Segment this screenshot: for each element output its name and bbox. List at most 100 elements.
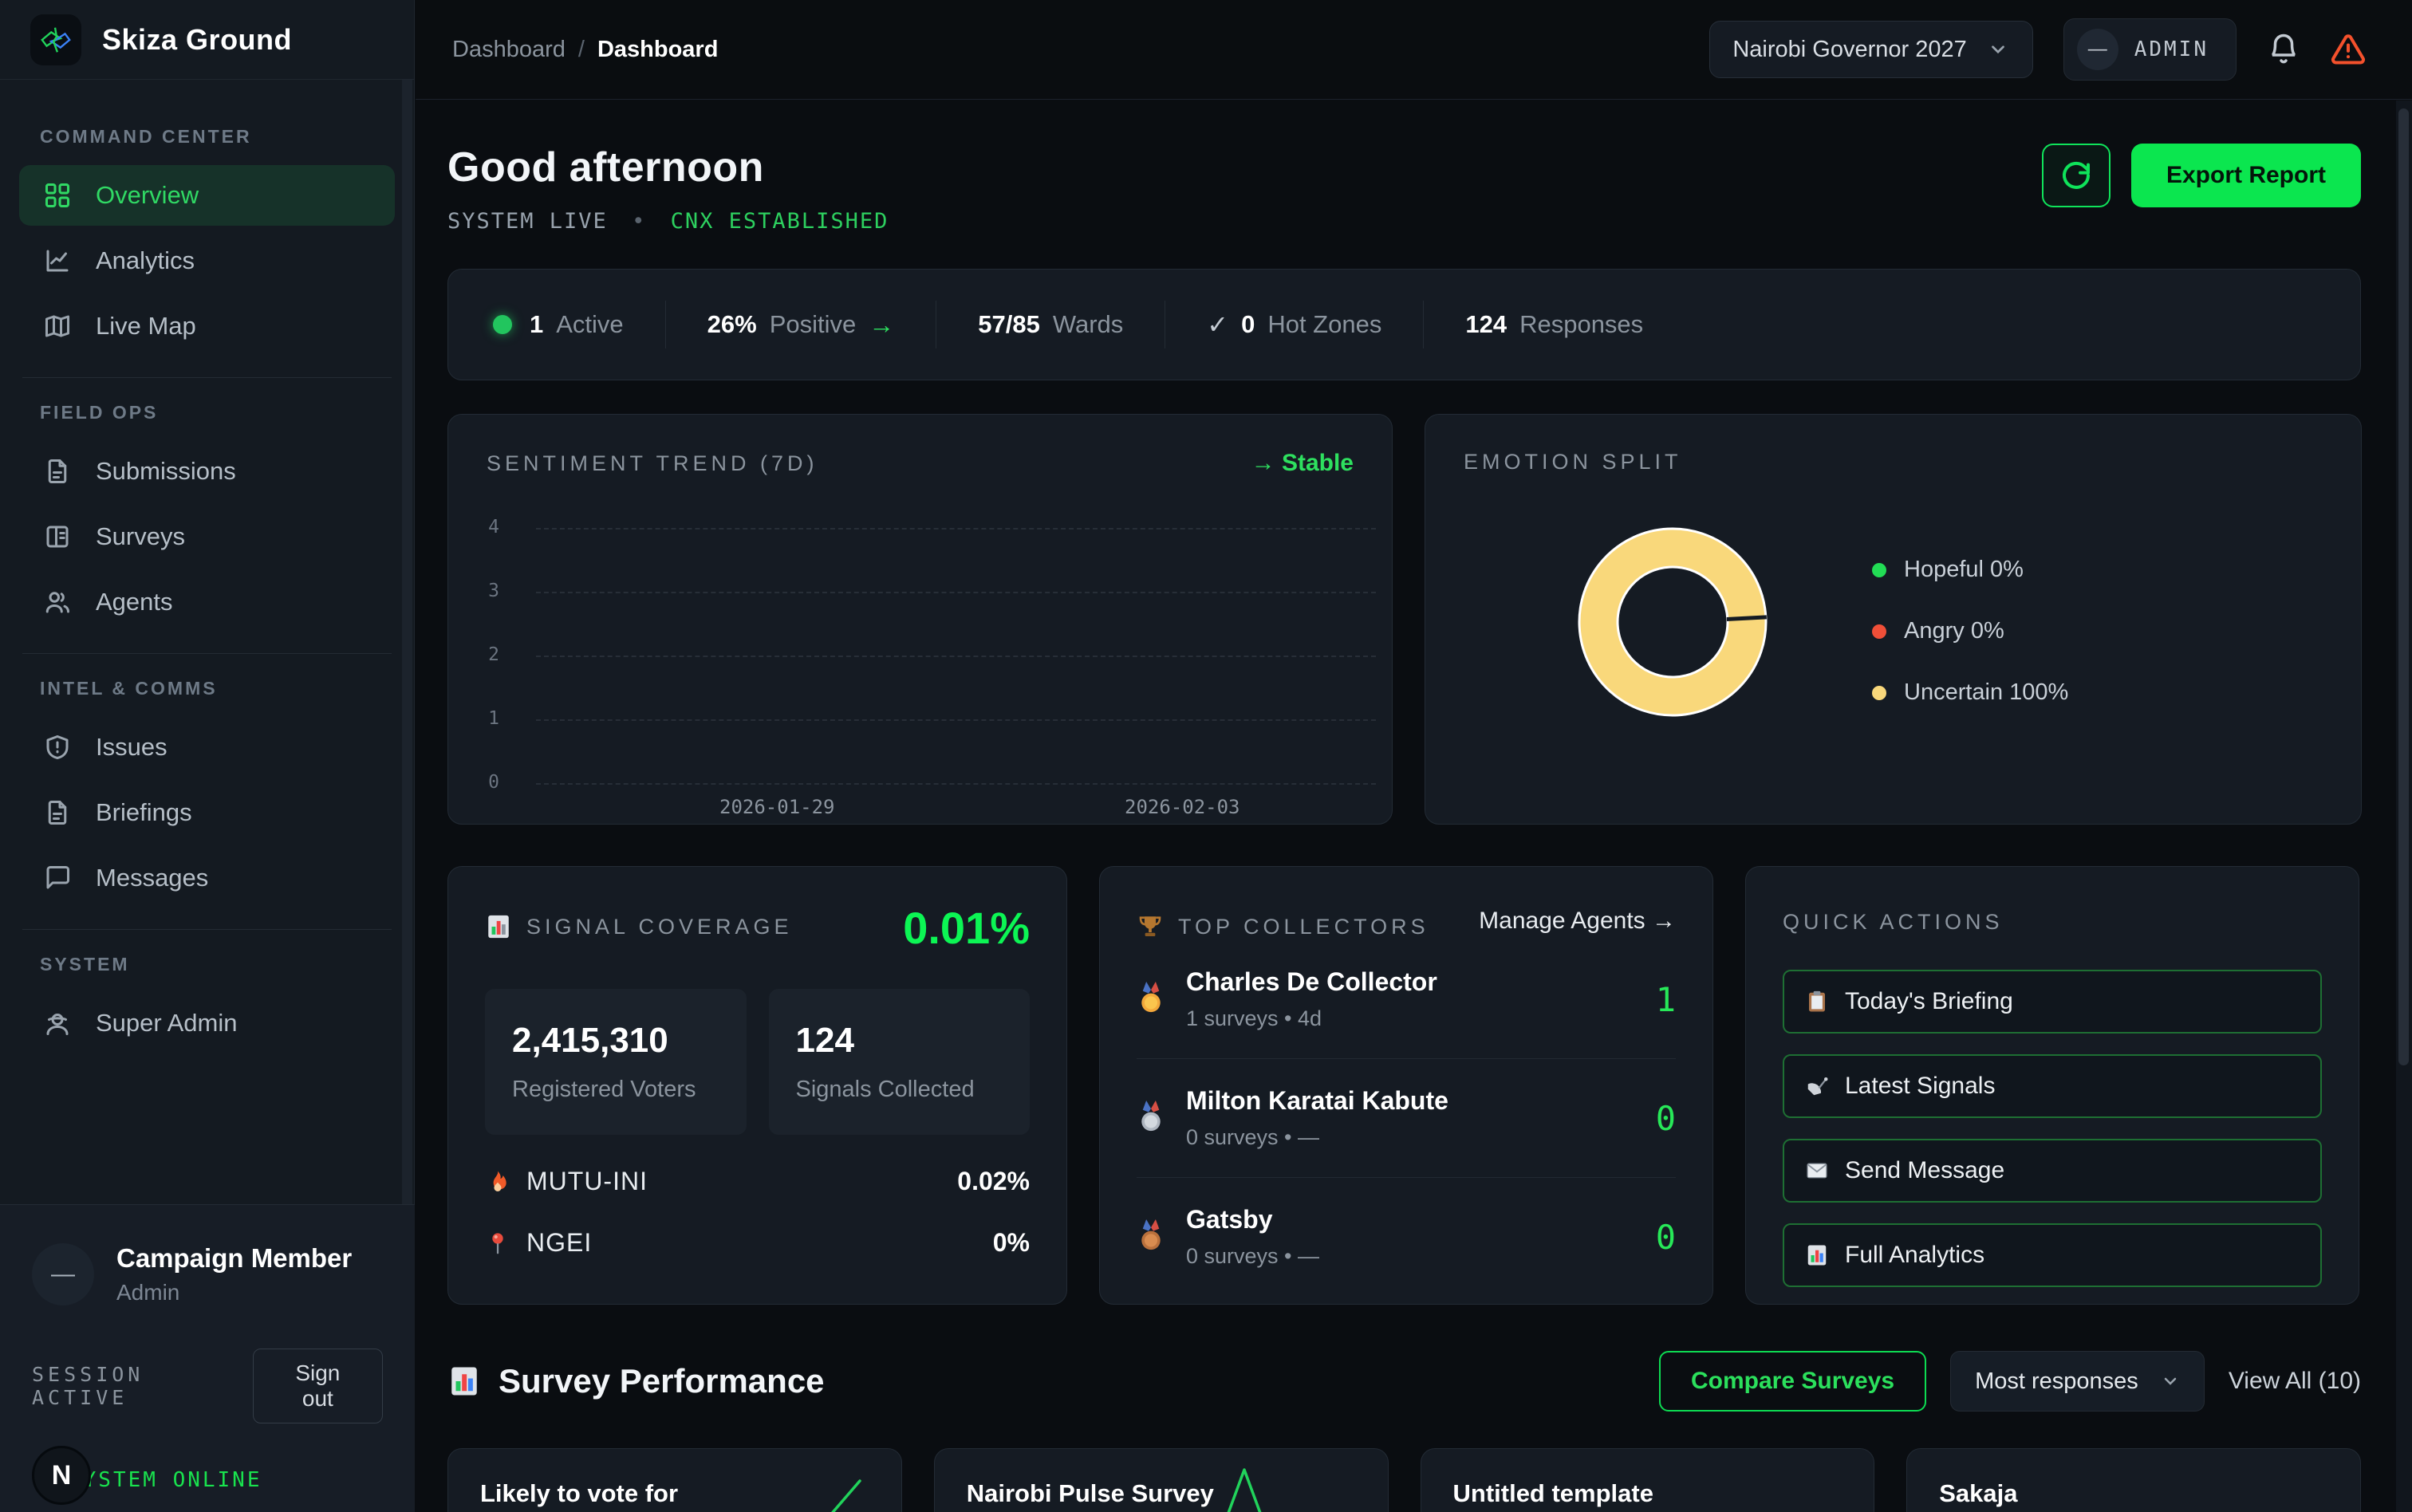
quick-actions-card: QUICK ACTIONS Today's Briefing Latest Si…: [1745, 866, 2359, 1305]
satellite-icon: [1807, 1077, 1828, 1096]
view-all-link[interactable]: View All (10): [2228, 1368, 2361, 1394]
registered-voters-box: 2,415,310 Registered Voters: [485, 989, 747, 1135]
signals-collected-box: 124 Signals Collected: [768, 989, 1030, 1135]
sign-out-button[interactable]: Sign out: [252, 1349, 383, 1423]
sidebar-item-super-admin[interactable]: Super Admin: [19, 993, 395, 1053]
refresh-button[interactable]: [2041, 144, 2110, 207]
top-collectors-title: TOP COLLECTORS: [1178, 914, 1429, 939]
sidebar-item-analytics[interactable]: Analytics: [19, 230, 395, 291]
sidebar-item-label: Live Map: [96, 312, 196, 340]
todays-briefing-button[interactable]: Today's Briefing: [1783, 970, 2322, 1034]
x-axis-tick: 2026-02-03: [1125, 796, 1240, 818]
sidebar-item-label: Surveys: [96, 522, 185, 550]
grid-icon: [45, 183, 69, 207]
chevron-down-icon: [2164, 1377, 2177, 1385]
sidebar-item-live-map[interactable]: Live Map: [19, 296, 395, 356]
send-message-button[interactable]: Send Message: [1783, 1139, 2322, 1203]
notifications-button[interactable]: [2267, 33, 2300, 66]
warning-triangle-icon: [2331, 34, 2365, 65]
trend-arrow-icon: →: [869, 309, 895, 339]
campaign-select-value: Nairobi Governor 2027: [1732, 36, 1967, 62]
signal-coverage-title: SIGNAL COVERAGE: [526, 914, 793, 939]
bronze-medal-icon: [1141, 1219, 1161, 1250]
sidebar-item-label: Analytics: [96, 246, 195, 274]
chat-icon: [46, 866, 69, 889]
legend-item-hopeful: Hopeful 0%: [1872, 557, 2068, 583]
sidebar-scrollbar[interactable]: [402, 80, 412, 1204]
session-status-label: SESSION ACTIVE: [32, 1363, 144, 1409]
quick-actions-title: QUICK ACTIONS: [1783, 910, 2004, 934]
survey-card-sakaja[interactable]: Sakaja: [1906, 1448, 2361, 1512]
main-scrollbar-thumb[interactable]: [2398, 108, 2409, 1065]
users-icon: [45, 592, 69, 613]
breadcrumb-separator: /: [577, 36, 585, 62]
gridline: [536, 719, 1376, 721]
user-name: Campaign Member: [116, 1243, 353, 1273]
survey-performance-header: Survey Performance Compare Surveys Most …: [447, 1351, 2361, 1412]
sidebar-item-submissions[interactable]: Submissions: [19, 441, 395, 502]
divider: [664, 301, 666, 348]
latest-signals-button[interactable]: Latest Signals: [1783, 1054, 2322, 1118]
clipboard-icon: [1809, 990, 1825, 1012]
export-report-button[interactable]: Export Report: [2130, 144, 2361, 207]
map-icon: [45, 315, 69, 337]
sparkline-flat: [2189, 1470, 2327, 1512]
sidebar-item-briefings[interactable]: Briefings: [19, 782, 395, 843]
sidebar-item-label: Issues: [96, 733, 168, 761]
sidebar: Skiza Ground COMMAND CENTER Overview Ana…: [0, 0, 415, 1512]
emotion-donut-chart: [1561, 510, 1784, 738]
shield-icon: [46, 735, 69, 759]
user-panel: — Campaign Member Admin SESSION ACTIVE S…: [0, 1204, 415, 1512]
survey-card-likely-to-vote[interactable]: Likely to vote for Babu: [447, 1448, 902, 1512]
survey-performance-title: Survey Performance: [499, 1362, 825, 1400]
sidebar-item-agents[interactable]: Agents: [19, 572, 395, 632]
sidebar-item-messages[interactable]: Messages: [19, 848, 395, 908]
check-icon: ✓: [1207, 310, 1229, 339]
breadcrumb-parent[interactable]: Dashboard: [452, 36, 566, 62]
trophy-icon: [1139, 916, 1161, 937]
compare-surveys-button[interactable]: Compare Surveys: [1658, 1351, 1927, 1412]
sidebar-item-issues[interactable]: Issues: [19, 717, 395, 778]
stats-bar: 1 Active 26% Positive → 57/85 Wards ✓ 0 Hot …: [447, 269, 2361, 380]
sidebar-item-label: Messages: [96, 864, 209, 892]
region-row-ngei: NGEI 0%: [485, 1228, 1030, 1258]
user-avatar: —: [32, 1243, 94, 1305]
survey-card-nairobi-pulse[interactable]: Nairobi Pulse Survey: [933, 1448, 1389, 1512]
system-online-status: SYSTEM ONLINE: [69, 1468, 262, 1492]
sort-select[interactable]: Most responses: [1950, 1351, 2205, 1412]
trend-stable-badge: → Stable: [1251, 450, 1354, 476]
emotion-split-title: EMOTION SPLIT: [1464, 450, 1682, 474]
signal-coverage-card: SIGNAL COVERAGE 0.01% 2,415,310 Register…: [447, 866, 1067, 1305]
topbar: Dashboard / Dashboard Nairobi Governor 2…: [416, 0, 2412, 100]
app-title: Skiza Ground: [102, 22, 293, 56]
line-chart-icon: [46, 250, 69, 272]
sort-select-value: Most responses: [1975, 1368, 2138, 1394]
pin-icon: [492, 1232, 503, 1254]
main-scrollbar-track[interactable]: [2396, 100, 2412, 1512]
bar-chart-icon: [451, 1367, 477, 1396]
alerts-button[interactable]: [2331, 32, 2366, 67]
admin-user-icon: [46, 1014, 69, 1035]
chevron-down-icon: [1991, 45, 2004, 54]
sidebar-item-label: Super Admin: [96, 1009, 238, 1037]
admin-avatar: —: [2076, 29, 2118, 70]
manage-agents-link[interactable]: Manage Agents →: [1479, 908, 1676, 934]
x-axis-tick: 2026-01-29: [719, 796, 835, 818]
region-row-mutu-ini: MUTU-INI 0.02%: [485, 1167, 1030, 1196]
bar-chart-icon: [488, 915, 509, 939]
hopeful-dot-icon: [1872, 562, 1886, 577]
section-label-system: SYSTEM: [40, 954, 130, 975]
full-analytics-button[interactable]: Full Analytics: [1783, 1223, 2322, 1287]
collector-row: Charles De Collector 1 surveys • 4d 1: [1137, 940, 1676, 1059]
coverage-percent: 0.01%: [903, 903, 1030, 953]
legend-item-angry: Angry 0%: [1872, 618, 2068, 644]
sidebar-item-surveys[interactable]: Surveys: [19, 506, 395, 567]
campaign-select[interactable]: Nairobi Governor 2027: [1709, 21, 2033, 78]
cnx-established-label: CNX ESTABLISHED: [670, 209, 889, 234]
sidebar-item-overview[interactable]: Overview: [19, 165, 395, 226]
survey-card-untitled-template[interactable]: Untitled template: [1420, 1448, 1875, 1512]
fire-icon: [493, 1171, 506, 1191]
gold-medal-icon: [1141, 982, 1161, 1013]
stat-wards: 57/85 Wards: [978, 310, 1124, 338]
admin-menu-button[interactable]: — ADMIN: [2063, 18, 2237, 81]
